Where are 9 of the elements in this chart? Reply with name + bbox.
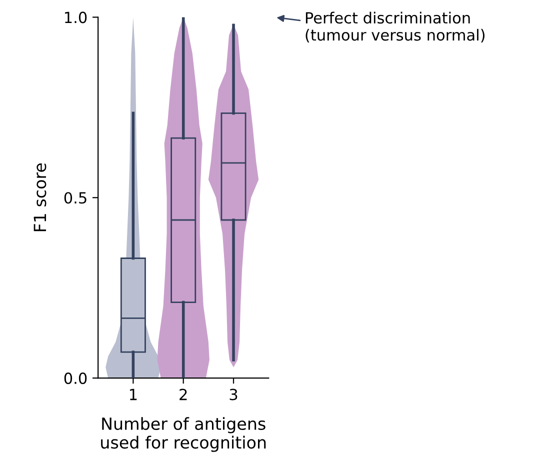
y-tick-label: 1.0: [65, 12, 87, 24]
text: Perfect discrimination (tumour versus normal): [306, 12, 484, 43]
x-axis-title: Number of antigens used for recognition: [101, 417, 266, 452]
y-tick-label: 0.0: [64, 372, 87, 384]
x-tick-label: 2: [180, 388, 187, 400]
x-tick-label: 1: [130, 388, 137, 400]
y-tick-label: 0.5: [64, 192, 86, 204]
x-tick-label: 3: [230, 388, 238, 400]
y-axis-title: F1 score: [34, 163, 46, 232]
